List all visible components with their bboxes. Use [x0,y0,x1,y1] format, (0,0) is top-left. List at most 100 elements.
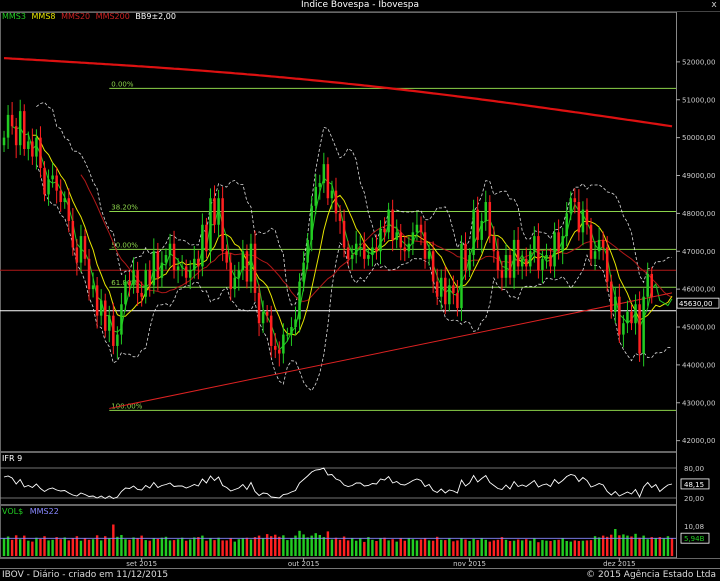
candle [83,236,87,259]
candle [188,270,192,278]
candle [472,209,475,256]
indicator-legend: MMS3 MMS8 MMS20 MMS200 BB9±2,00 [2,12,179,22]
candle [43,167,46,195]
candle [476,209,479,240]
candle [330,190,334,199]
footer-copyright: © 2015 Agência Estado Ltda [586,570,716,580]
candle [638,304,641,354]
candle [484,202,488,221]
volume-bar [156,538,160,556]
candle [140,292,143,297]
candle [103,300,107,331]
candle [415,224,419,233]
volume-bar [253,537,257,556]
volume-bar [593,536,597,556]
candle [456,292,459,309]
close-icon[interactable]: x [711,0,717,10]
volume-bar [516,539,520,556]
volume-bar [265,534,269,556]
candle [496,251,500,271]
candle [55,175,58,191]
candle [338,213,342,221]
x-tick-label: nov 2015 [453,560,486,568]
volume-bar [91,539,95,556]
candle [253,243,257,293]
volume-bar [27,540,30,556]
volume-bar [508,541,512,556]
volume-bar [322,537,326,556]
volume-bar [601,535,605,556]
volume-bar [492,540,496,556]
volume-bar [444,540,447,556]
volume-bar [654,538,657,556]
candle [520,258,524,267]
candle [585,209,589,225]
volume-bar [581,540,585,556]
candle [205,224,208,252]
chart-canvas[interactable]: 42000,00 43000,00 44000,00 45000,00 46000,00… [0,0,720,568]
candle [407,243,411,252]
volume-bar [419,539,423,556]
y-tick-label: 46000,00 [682,286,715,294]
candle [184,266,188,278]
volume-bar [306,537,309,556]
volume-bar [249,539,253,556]
candle [193,258,196,271]
volume-bar [180,537,184,556]
candle [282,334,285,354]
candle [302,262,305,282]
volume-bar [269,536,273,556]
volume-bar [318,535,321,556]
volume-bar [257,535,261,556]
volume-bar [160,537,164,556]
candle [403,247,407,252]
volume-bar [448,538,451,556]
candle [59,190,62,203]
volume-bar [512,540,516,556]
candle [488,202,492,237]
candle [646,273,649,297]
volume-bar [278,536,281,556]
volume-bar [464,539,467,556]
volume-bar [245,537,249,556]
y-tick-label: 42000,00 [682,437,715,445]
candle [148,270,152,286]
candle [314,186,317,206]
volume-bar [488,541,492,556]
volume-bar [209,538,212,556]
volume-bar [217,537,220,556]
window-title: Indice Bovespa - Ibovespa [300,0,419,10]
volume-bar [342,536,346,556]
candle [168,243,172,256]
legend-bollinger: BB9±2,00 [135,12,176,21]
candle [630,311,633,324]
volume-bar [112,524,115,556]
volume-bar [561,538,564,556]
candle [120,304,123,335]
candle [480,220,483,240]
candle [257,292,261,324]
candle [108,315,111,331]
candle [379,228,382,252]
candle [444,277,447,305]
volume-bar [476,540,479,556]
volume-bar [144,540,147,556]
volume-bar [132,537,135,556]
candle [524,258,528,267]
volume-bar [484,539,487,556]
candle [261,311,265,324]
fibonacci-label: 100.00% [111,402,142,410]
volume-bar [585,540,589,556]
candle [492,236,496,252]
candle [383,228,386,233]
candle [39,137,42,168]
y-tick-label: 49000,00 [682,172,715,180]
candle [23,111,26,149]
volume-bar [205,540,208,556]
candle [549,255,552,267]
volume-bar [168,540,172,556]
volume-bar [549,541,552,556]
candle [31,141,34,157]
candle [597,239,601,252]
legend-mms3: MMS3 [2,12,26,21]
